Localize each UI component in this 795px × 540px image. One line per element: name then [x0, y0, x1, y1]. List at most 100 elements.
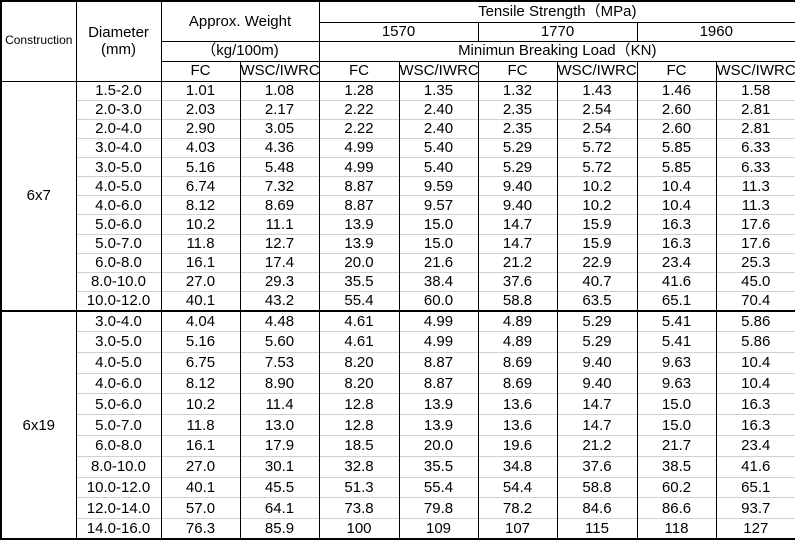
value-cell: 5.29 [477, 137, 558, 158]
table-row: 4.0-6.0 8.12 8.69 8.87 9.57 9.40 10.2 10.4 11.3 [1, 195, 795, 215]
diameter-cell: 6.0-8.0 [75, 434, 162, 457]
value-cell: 58.8 [556, 476, 638, 498]
table-row: 4.0-5.0 6.74 7.32 8.87 9.59 9.40 10.2 10.4 11.3 [1, 176, 795, 196]
value-cell: 8.87 [318, 176, 400, 196]
header-sub-col-fc-1570: FC [318, 60, 400, 82]
header-row-3: （kg/100m) Minimun Breaking Load（KN) [1, 40, 795, 62]
value-cell: 18.5 [318, 434, 400, 457]
header-sub-col-fc-1960: FC [636, 60, 717, 82]
value-cell: 2.81 [715, 118, 795, 139]
value-cell: 1.35 [398, 80, 479, 101]
value-cell: 6.74 [160, 176, 241, 196]
header-sub-col-fc-1770: FC [477, 60, 558, 82]
value-cell: 16.3 [715, 393, 795, 415]
value-cell: 2.60 [636, 118, 717, 139]
value-cell: 1.46 [636, 80, 717, 101]
value-cell: 8.69 [239, 195, 320, 215]
value-cell: 9.40 [477, 195, 558, 215]
value-cell: 2.90 [160, 118, 241, 139]
value-cell: 2.40 [398, 99, 479, 120]
header-tensile-strength: Tensile Strength（MPa) [318, 0, 795, 23]
value-cell: 41.6 [636, 271, 717, 292]
diameter-cell: 5.0-6.0 [75, 214, 162, 235]
value-cell: 5.85 [636, 137, 717, 158]
value-cell: 2.81 [715, 99, 795, 120]
table-row: 6x7 1.5-2.0 1.01 1.08 1.28 1.35 1.32 1.43 1.46 1.… [0, 80, 795, 312]
value-cell: 6.75 [160, 351, 241, 374]
value-cell: 4.99 [398, 330, 479, 353]
diameter-cell: 10.0-12.0 [75, 476, 162, 498]
value-cell: 8.87 [398, 351, 479, 374]
value-cell: 23.4 [715, 434, 795, 457]
table-row: 12.0-14.0 57.0 64.1 73.8 79.8 78.2 84.6 86.6 93.… [1, 497, 795, 519]
value-cell: 2.35 [477, 118, 558, 139]
diameter-cell: 3.0-4.0 [75, 137, 162, 158]
value-cell: 15.0 [636, 414, 717, 436]
value-cell: 21.7 [636, 434, 717, 457]
value-cell: 109 [398, 518, 479, 540]
table-row: 10.0-12.0 40.1 45.5 51.3 55.4 54.4 58.8 60.2 65.… [1, 476, 795, 498]
value-cell: 4.36 [239, 137, 320, 158]
table-row: 5.0-6.0 10.2 11.4 12.8 13.9 13.6 14.7 15.0 16.3 [1, 393, 795, 415]
table-row: 6.0-8.0 16.1 17.4 20.0 21.6 21.2 22.9 23.4 25.3 [1, 252, 795, 273]
value-cell: 64.1 [239, 497, 320, 519]
value-cell: 5.16 [160, 157, 241, 177]
value-cell: 11.3 [715, 176, 795, 196]
value-cell: 5.16 [160, 330, 241, 353]
value-cell: 4.61 [318, 309, 400, 332]
diameter-cell: 2.0-4.0 [75, 118, 162, 139]
value-cell: 14.7 [477, 214, 558, 235]
header-sub-col-wsc-1570: WSC/IWRC [398, 60, 479, 82]
value-cell: 85.9 [239, 518, 320, 540]
value-cell: 16.3 [715, 414, 795, 436]
value-cell: 11.8 [160, 414, 241, 436]
value-cell: 57.0 [160, 497, 241, 519]
value-cell: 9.63 [636, 351, 717, 374]
value-cell: 7.32 [239, 176, 320, 196]
value-cell: 27.0 [160, 455, 241, 478]
value-cell: 21.2 [556, 434, 638, 457]
value-cell: 1.01 [160, 80, 241, 101]
value-cell: 65.1 [636, 291, 717, 311]
table-row: 8.0-10.0 27.0 30.1 32.8 35.5 34.8 37.6 38.5 41.6 [1, 455, 795, 478]
diameter-cell: 12.0-14.0 [75, 497, 162, 519]
value-cell: 17.6 [715, 233, 795, 254]
value-cell: 5.29 [556, 330, 638, 353]
value-cell: 13.9 [398, 414, 479, 436]
table-row: 2.0-4.0 2.90 3.05 2.22 2.40 2.35 2.54 2.60 2.81 [1, 118, 795, 139]
table-row: 4.0-6.0 8.12 8.90 8.20 8.87 8.69 9.40 9.63 10.4 [1, 372, 795, 394]
header-sub-col-fc-weight: FC [160, 60, 241, 82]
value-cell: 8.69 [477, 351, 558, 374]
value-cell: 11.4 [239, 393, 320, 415]
table-row: 6x19 3.0-4.0 4.04 4.48 4.61 4.99 4.89 5.29 5.41 5… [0, 309, 795, 540]
value-cell: 2.22 [318, 99, 400, 120]
table-row: 10.0-12.0 40.1 43.2 55.4 60.0 58.8 63.5 65.1 70.… [1, 291, 795, 311]
value-cell: 2.54 [556, 118, 638, 139]
table-row: 5.0-7.0 11.8 12.7 13.9 15.0 14.7 15.9 16.3 17.6 [1, 233, 795, 254]
value-cell: 4.89 [477, 330, 558, 353]
header-grade-1570: 1570 [318, 21, 479, 42]
value-cell: 2.60 [636, 99, 717, 120]
diameter-cell: 5.0-6.0 [75, 393, 162, 415]
value-cell: 8.12 [160, 195, 241, 215]
diameter-cell: 3.0-5.0 [75, 330, 162, 353]
value-cell: 13.9 [318, 214, 400, 235]
value-cell: 15.0 [398, 233, 479, 254]
value-cell: 8.90 [239, 372, 320, 394]
value-cell: 4.48 [239, 309, 320, 332]
value-cell: 5.40 [398, 137, 479, 158]
diameter-cell: 6.0-8.0 [75, 252, 162, 273]
table-header: Construction Diameter (mm) Approx. Weigh… [0, 0, 795, 82]
value-cell: 21.6 [398, 252, 479, 273]
value-cell: 118 [636, 518, 717, 540]
value-cell: 2.03 [160, 99, 241, 120]
value-cell: 55.4 [398, 476, 479, 498]
value-cell: 45.5 [239, 476, 320, 498]
table-row: 2.0-3.0 2.03 2.17 2.22 2.40 2.35 2.54 2.60 2.81 [1, 99, 795, 120]
header-grade-1770: 1770 [477, 21, 638, 42]
value-cell: 4.89 [477, 309, 558, 332]
table-body: 6x7 1.5-2.0 1.01 1.08 1.28 1.35 1.32 1.43 1.46 1.… [0, 80, 795, 540]
construction-cell: 6x7 [0, 80, 77, 312]
table-row: 4.0-5.0 6.75 7.53 8.20 8.87 8.69 9.40 9.63 10.4 [1, 351, 795, 374]
table-row: 14.0-16.0 76.3 85.9 100 109 107 115 118 127 [1, 518, 795, 540]
